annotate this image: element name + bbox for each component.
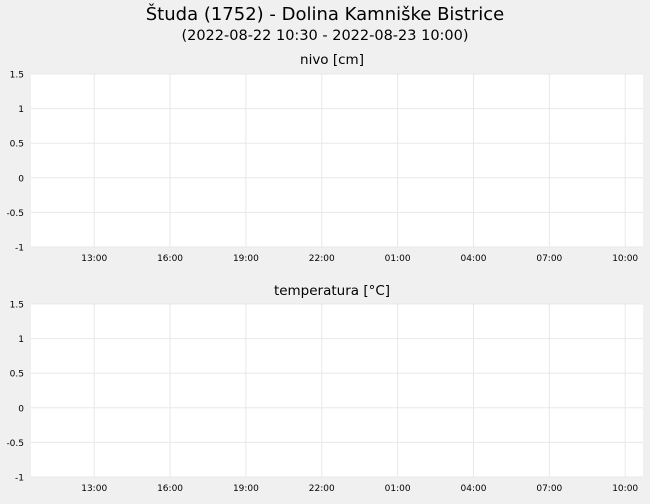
- x-tick-label: 13:00: [81, 254, 107, 264]
- y-tick-label: 1: [18, 335, 24, 345]
- x-tick-label: 01:00: [385, 484, 411, 494]
- chart-panel: nivo [cm] -1 -0.5 0 0.5 1 1.5 13:00 16:00 19:00 22…: [6, 52, 643, 264]
- y-tick-label: -1: [15, 244, 24, 254]
- y-tick-label: 0: [18, 404, 24, 414]
- x-tick-label: 16:00: [157, 484, 183, 494]
- x-tick-label: 22:00: [309, 254, 335, 264]
- plot-area: [31, 74, 643, 247]
- y-tick-label: 0: [18, 174, 24, 184]
- chart-panels: nivo [cm] -1 -0.5 0 0.5 1 1.5 13:00 16:00 19:00 22…: [6, 52, 643, 494]
- x-tick-label: 19:00: [233, 484, 259, 494]
- x-tick-label: 10:00: [612, 484, 638, 494]
- y-tick-label: -0.5: [6, 209, 24, 219]
- chart-panel: temperatura [°C] -1 -0.5 0 0.5 1 1.5 13:00 16:00…: [6, 283, 643, 494]
- x-tick-label: 04:00: [461, 254, 487, 264]
- y-tick-label: 1.5: [10, 301, 24, 311]
- chart-subtitle: (2022-08-22 10:30 - 2022-08-23 10:00): [181, 28, 468, 44]
- plot-area: [31, 304, 643, 477]
- x-tick-label: 16:00: [157, 254, 183, 264]
- panel-title: temperatura [°C]: [274, 283, 390, 299]
- y-tick-label: 1: [18, 105, 24, 115]
- panel-title: nivo [cm]: [300, 52, 364, 68]
- x-tick-label: 07:00: [536, 254, 562, 264]
- x-tick-label: 22:00: [309, 484, 335, 494]
- x-tick-label: 04:00: [461, 484, 487, 494]
- y-tick-label: 1.5: [10, 71, 24, 81]
- y-tick-label: -0.5: [6, 439, 24, 449]
- chart-title: Študa (1752) - Dolina Kamniške Bistrice: [146, 3, 504, 25]
- y-tick-label: 0.5: [10, 370, 24, 380]
- x-tick-label: 13:00: [81, 484, 107, 494]
- x-tick-label: 10:00: [612, 254, 638, 264]
- y-tick-label: -1: [15, 474, 24, 484]
- x-tick-label: 07:00: [536, 484, 562, 494]
- y-tick-label: 0.5: [10, 140, 24, 150]
- x-tick-label: 19:00: [233, 254, 259, 264]
- x-tick-label: 01:00: [385, 254, 411, 264]
